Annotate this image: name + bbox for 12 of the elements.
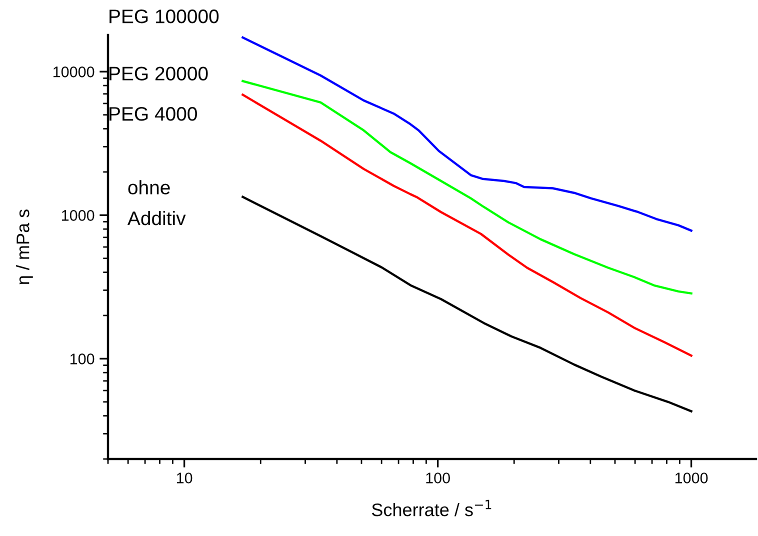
text: PEG 4000 (110, 107, 197, 121)
y-tick-label: 10000 (53, 66, 94, 78)
x-axis-title: Scherrate / s$^{−1}$ (372, 500, 492, 516)
text: ohne Additiv (127, 180, 186, 226)
x-tick-label: 100 (426, 472, 450, 484)
x-tick-label: 1000 (675, 472, 708, 484)
y-tick-label: 1000 (62, 210, 94, 221)
series-label: PEG 100000 (110, 9, 219, 24)
x-tick-label: 10 (176, 472, 192, 484)
y-tick-label: 100 (70, 354, 94, 364)
y-axis-title: η / mPa s (16, 210, 33, 284)
series-label: PEG 20000 (110, 66, 208, 80)
